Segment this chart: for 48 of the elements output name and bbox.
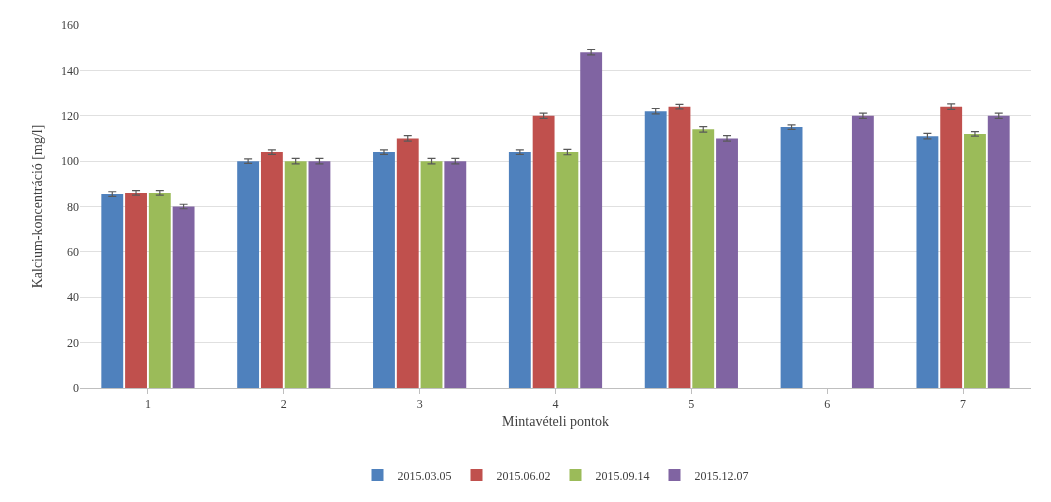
y-tick-label: 80 xyxy=(67,199,79,214)
legend-label: 2015.09.14 xyxy=(595,468,650,483)
bar xyxy=(396,138,419,388)
bar xyxy=(260,152,283,388)
bar xyxy=(308,161,331,388)
x-tick-label: 3 xyxy=(416,397,423,412)
bar xyxy=(716,138,738,388)
bar xyxy=(420,161,443,388)
x-tick-label: 1 xyxy=(144,397,151,412)
bar xyxy=(644,111,667,388)
bar xyxy=(148,192,171,388)
bar xyxy=(101,194,124,388)
y-tick-label: 60 xyxy=(67,245,79,260)
bar xyxy=(668,106,691,388)
legend-label: 2015.03.05 xyxy=(397,468,452,483)
bar xyxy=(284,161,307,388)
y-tick-label: 140 xyxy=(61,63,79,78)
bar xyxy=(851,115,874,388)
legend-label: 2015.12.07 xyxy=(694,468,749,483)
x-tick-label: 2 xyxy=(280,397,287,412)
bar xyxy=(444,161,467,388)
x-tick-label: 7 xyxy=(960,397,967,412)
x-tick-label: 6 xyxy=(824,397,831,412)
bar xyxy=(556,152,579,388)
y-tick-label: 160 xyxy=(61,18,79,33)
bar xyxy=(964,133,986,388)
y-tick-label: 20 xyxy=(67,335,79,350)
y-tick-label: 120 xyxy=(61,108,79,123)
bar xyxy=(580,52,603,388)
x-tick-label: 4 xyxy=(552,397,559,412)
y-tick-label: 40 xyxy=(67,290,79,305)
y-axis-title: Kalcium-koncentráció [mg/l] xyxy=(29,124,45,289)
bar xyxy=(780,127,803,388)
x-tick-label: 5 xyxy=(688,397,695,412)
legend-label: 2015.06.02 xyxy=(496,468,551,483)
y-tick-label: 0 xyxy=(73,381,79,396)
bar xyxy=(987,115,1010,388)
bar xyxy=(916,136,939,388)
bar xyxy=(692,129,715,388)
bar xyxy=(172,206,195,388)
bar xyxy=(125,192,147,388)
bar xyxy=(532,115,555,388)
bar xyxy=(508,152,531,388)
bar xyxy=(237,161,260,388)
bar xyxy=(940,106,963,388)
x-axis-title: Mintavételi pontok xyxy=(502,413,609,429)
bar xyxy=(373,152,395,388)
y-tick-label: 100 xyxy=(61,154,79,169)
